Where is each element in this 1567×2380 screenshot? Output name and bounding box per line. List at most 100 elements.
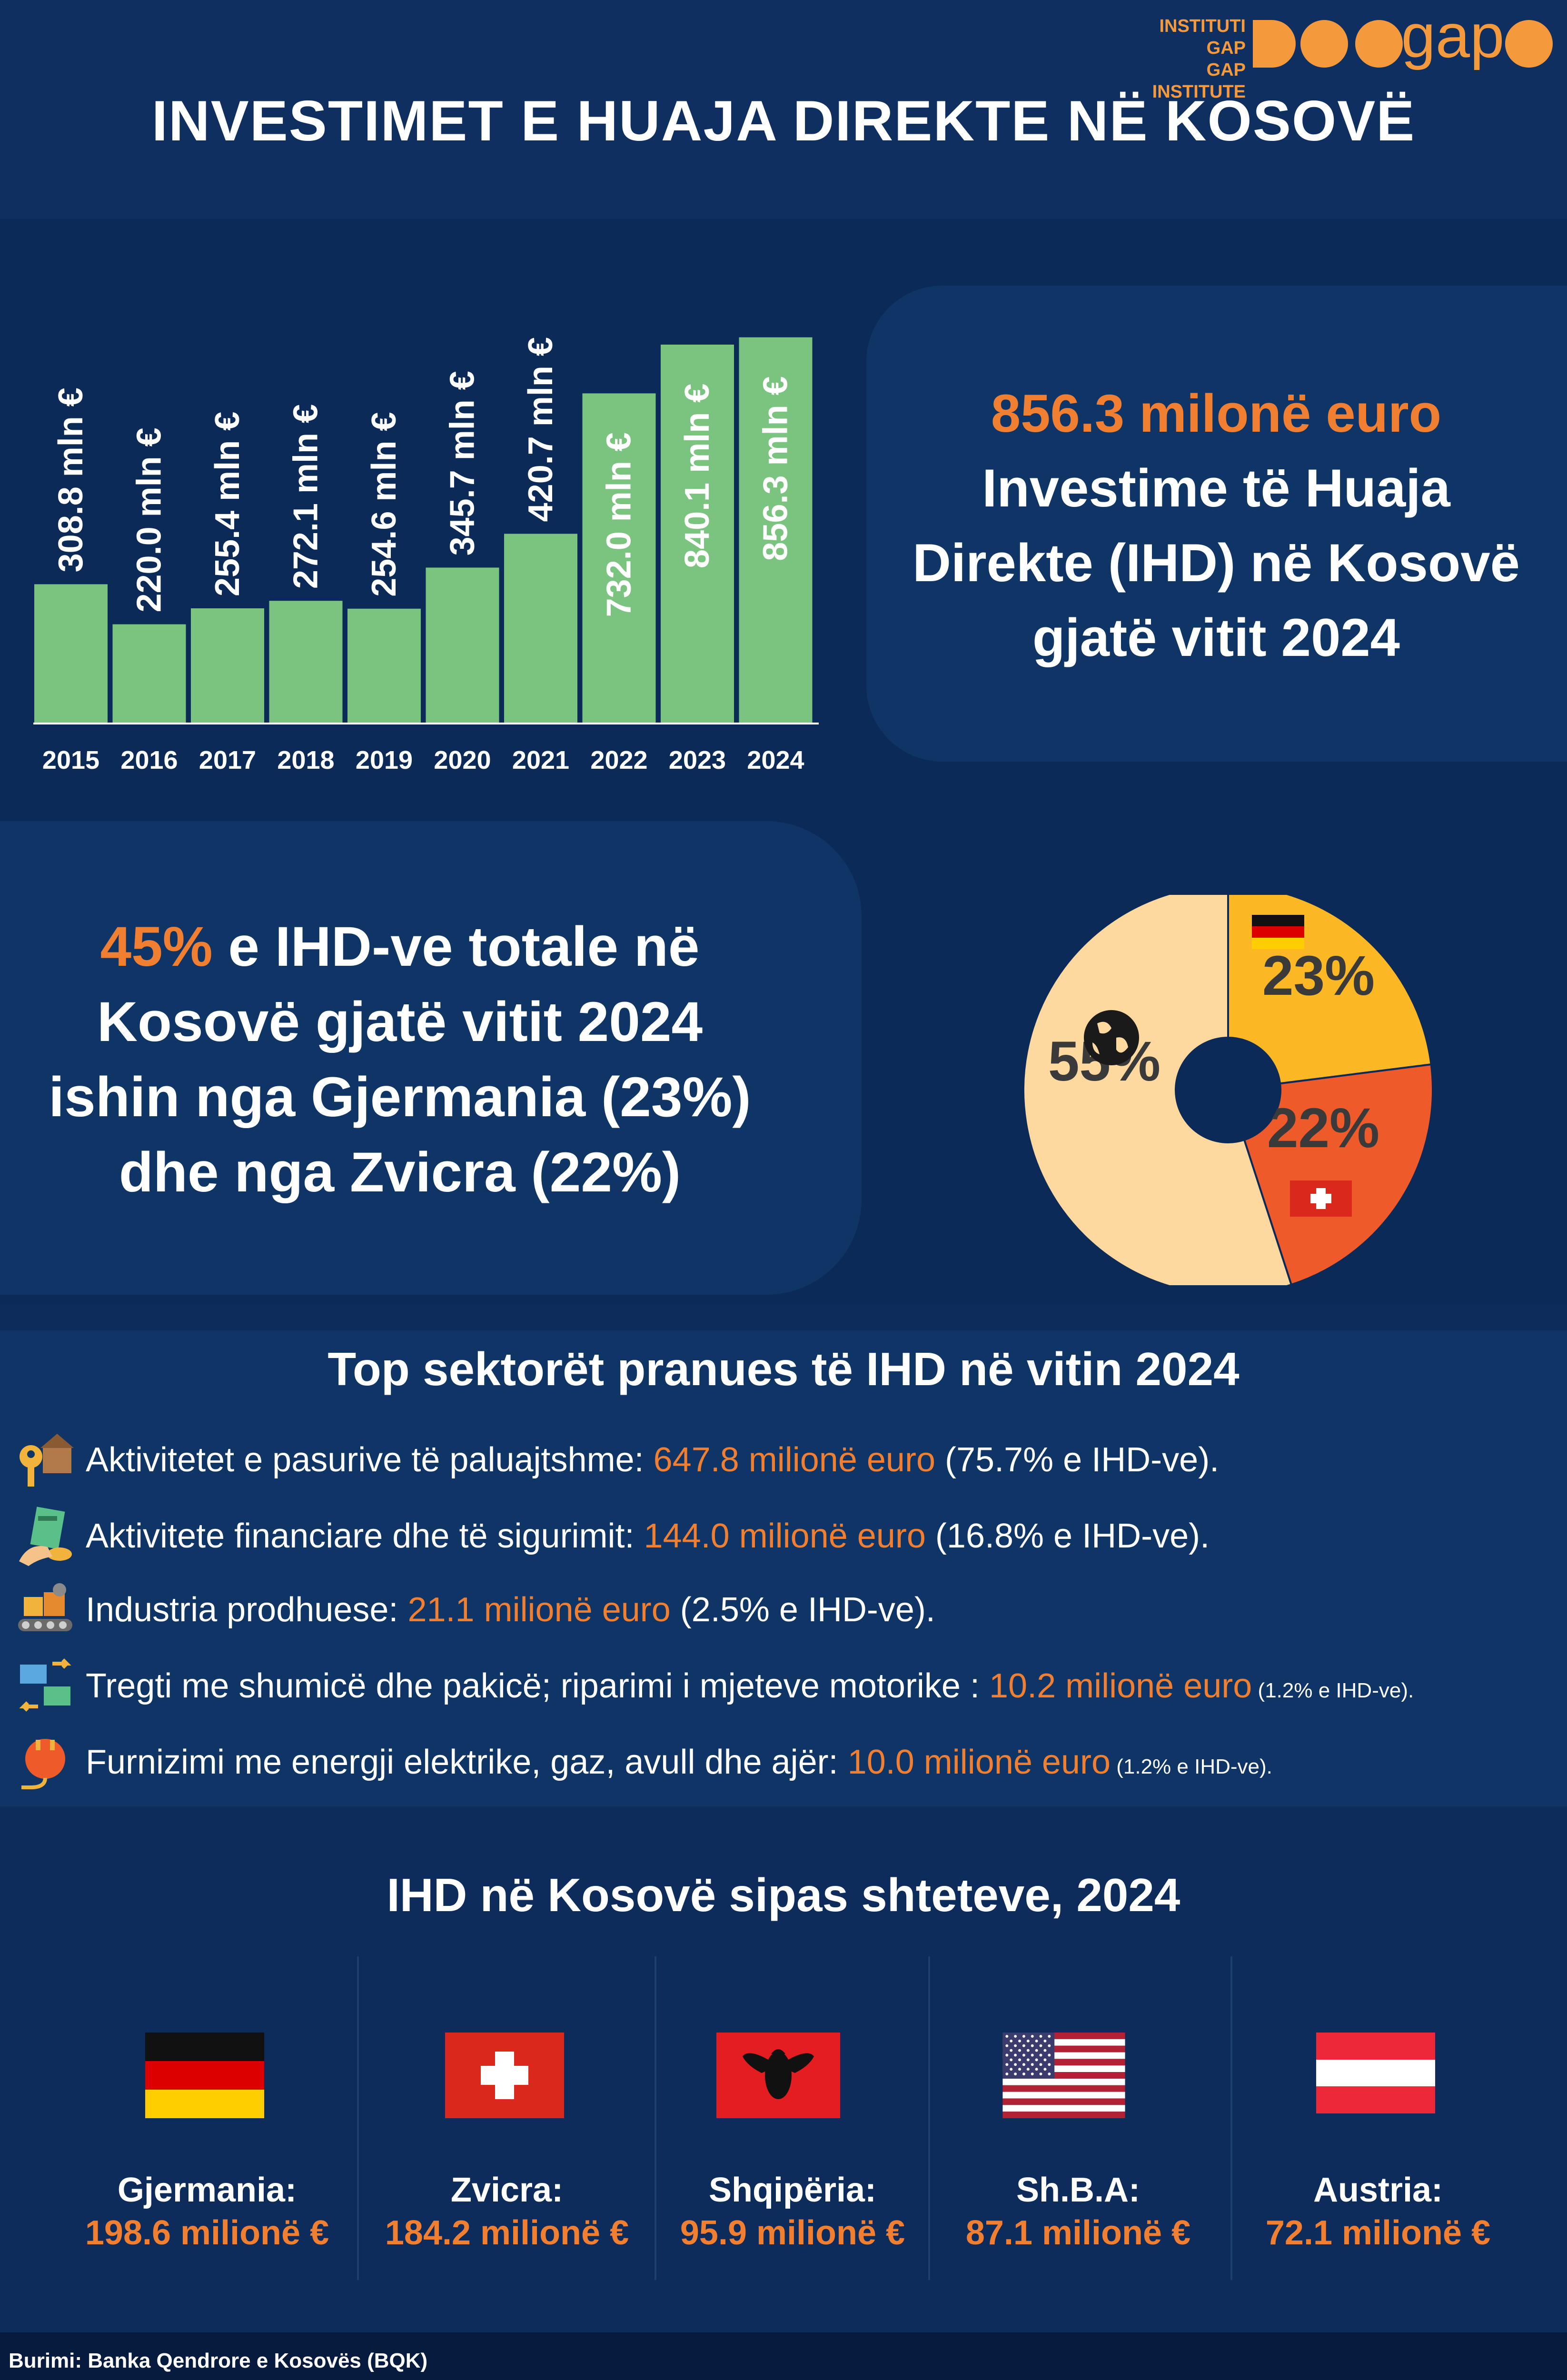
x-tick-label: 2019 bbox=[356, 746, 413, 774]
power-plug-icon bbox=[21, 1739, 65, 1789]
sector-amount: 10.0 milionë euro bbox=[847, 1743, 1111, 1781]
country-value: 72.1 milionë € bbox=[1265, 2214, 1491, 2252]
sector-amount: 144.0 milionë euro bbox=[644, 1517, 926, 1555]
sector-row: Furnizimi me energji elektrike, gaz, avu… bbox=[14, 1726, 1567, 1797]
share-percent: 45% bbox=[100, 915, 213, 978]
country-name: Zvicra: bbox=[450, 2171, 564, 2209]
x-tick-label: 2022 bbox=[590, 746, 647, 774]
sector-label: Aktivitetet e pasurive të paluajtshme: bbox=[86, 1441, 654, 1479]
brand-logo: INSTITUTI GAP GAP INSTITUTE gap bbox=[1148, 10, 1557, 102]
bar bbox=[269, 601, 343, 724]
switzerland-flag bbox=[445, 2033, 564, 2118]
share-line-2: Kosovë gjatë vitit 2024 bbox=[97, 991, 703, 1053]
source-band bbox=[0, 2332, 1567, 2380]
sector-text: Industria prodhuese: 21.1 milionë euro (… bbox=[86, 1590, 935, 1629]
fdi-bar-chart: 308.8 mln € 220.0 mln € 255.4 mln € 272.1 m… bbox=[33, 337, 819, 774]
factory-conveyor-icon bbox=[18, 1583, 72, 1631]
bar bbox=[661, 344, 734, 724]
share-text: 45% e IHD-ve totale në Kosovë gjatë viti… bbox=[33, 909, 766, 1210]
share-line-1: 45% e IHD-ve totale në bbox=[33, 909, 766, 984]
albania-flag bbox=[716, 2033, 840, 2118]
austria-flag bbox=[1316, 2033, 1435, 2113]
sector-text: Furnizimi me energji elektrike, gaz, avu… bbox=[86, 1743, 1272, 1782]
sector-text: Tregti me shumicë dhe pakicë; riparimi i… bbox=[86, 1666, 1414, 1706]
share-line-4: dhe nga Zvicra (22%) bbox=[119, 1141, 681, 1204]
brand-line-1: INSTITUTI GAP bbox=[1159, 16, 1246, 58]
gap-logo-mark: gap bbox=[1253, 10, 1553, 70]
bar-value-label: 840.1 mln € bbox=[678, 384, 716, 568]
source-note: Burimi: Banka Qendrore e Kosovës (BQK) bbox=[9, 2349, 428, 2372]
highlight-line-1: Investime të Huaja bbox=[982, 458, 1450, 518]
column-divider bbox=[1230, 1956, 1232, 2280]
highlight-box bbox=[866, 286, 1567, 762]
money-hand-icon bbox=[19, 1507, 72, 1566]
column-divider bbox=[655, 1956, 656, 2280]
bar bbox=[191, 608, 264, 724]
bar bbox=[347, 608, 421, 724]
sector-share: (75.7% e IHD-ve). bbox=[935, 1441, 1220, 1479]
x-tick-label: 2024 bbox=[747, 746, 804, 774]
switzerland-flag bbox=[1290, 1180, 1352, 1217]
germany-flag bbox=[145, 2033, 264, 2118]
country-value: 184.2 milionë € bbox=[385, 2214, 629, 2252]
sector-text: Aktivitete financiare dhe të sigurimit: … bbox=[86, 1517, 1210, 1556]
sectors-title: Top sektorët pranues të IHD në vitin 202… bbox=[327, 1343, 1240, 1395]
bar bbox=[504, 534, 577, 724]
brand-line-2: GAP INSTITUTE bbox=[1152, 60, 1246, 102]
share-box bbox=[0, 821, 862, 1295]
sector-label: Aktivitete financiare dhe të sigurimit: bbox=[86, 1517, 644, 1555]
bar bbox=[112, 624, 186, 724]
germany-flag bbox=[1252, 915, 1304, 949]
country-item: Shqipëria: 95.9 milionë € bbox=[647, 1956, 938, 2280]
sector-row: Aktivitetet e pasurive të paluajtshme: 6… bbox=[14, 1423, 1567, 1495]
x-tick-label: 2023 bbox=[669, 746, 726, 774]
bar-value-label: 345.7 mln € bbox=[444, 371, 482, 555]
sector-label: Industria prodhuese: bbox=[86, 1591, 408, 1629]
country-value: 198.6 milionë € bbox=[85, 2214, 329, 2252]
country-item: Gjermania: 198.6 milionë € bbox=[62, 1956, 352, 2280]
sector-row: Tregti me shumicë dhe pakicë; riparimi i… bbox=[14, 1649, 1567, 1721]
country-item: Zvicra: 184.2 milionë € bbox=[362, 1956, 652, 2280]
sector-amount: 647.8 milionë euro bbox=[653, 1441, 935, 1479]
bar-value-label: 272.1 mln € bbox=[287, 404, 325, 589]
sector-share: (2.5% e IHD-ve). bbox=[670, 1591, 935, 1629]
share-line-1-rest: e IHD-ve totale në bbox=[212, 915, 700, 978]
sector-share: (1.2% e IHD-ve). bbox=[1252, 1679, 1414, 1702]
bar-value-label: 308.8 mln € bbox=[52, 387, 90, 572]
x-tick-label: 2018 bbox=[277, 746, 334, 774]
x-tick-label: 2020 bbox=[434, 746, 491, 774]
sectors-section bbox=[0, 1330, 1567, 1806]
donut-label: 23% bbox=[1262, 944, 1375, 1007]
highlight-line-3: gjatë vitit 2024 bbox=[1032, 608, 1400, 667]
bar bbox=[34, 584, 108, 724]
logo-wordmark: gap bbox=[1401, 10, 1505, 70]
country-name: Gjermania: bbox=[117, 2171, 297, 2209]
country-name: Austria: bbox=[1313, 2171, 1443, 2209]
keys-house-icon bbox=[20, 1434, 74, 1487]
x-tick-label: 2016 bbox=[120, 746, 178, 774]
x-tick-label: 2021 bbox=[512, 746, 569, 774]
usa-flag bbox=[1002, 2033, 1125, 2118]
bar-value-label: 732.0 mln € bbox=[600, 432, 638, 617]
bar bbox=[426, 567, 499, 724]
sector-share: (16.8% e IHD-ve). bbox=[925, 1517, 1210, 1555]
country-item: Sh.B.A: 87.1 milionë € bbox=[933, 1956, 1223, 2280]
country-item: Austria: 72.1 milionë € bbox=[1233, 1956, 1523, 2280]
sector-amount: 10.2 milionë euro bbox=[989, 1667, 1252, 1705]
highlight-text: 856.3 milonë euro Investime të Huaja Dir… bbox=[871, 376, 1561, 675]
country-name: Shqipëria: bbox=[708, 2171, 877, 2209]
sector-share: (1.2% e IHD-ve). bbox=[1111, 1755, 1272, 1778]
globe-icon bbox=[1084, 1010, 1139, 1065]
bar bbox=[739, 337, 813, 724]
donut-hole bbox=[1176, 1038, 1280, 1142]
sector-label: Furnizimi me energji elektrike, gaz, avu… bbox=[86, 1743, 848, 1781]
column-divider bbox=[357, 1956, 359, 2280]
bar-value-label: 856.3 mln € bbox=[757, 376, 795, 561]
country-value: 95.9 milionë € bbox=[680, 2214, 905, 2252]
share-line-3: ishin nga Gjermania (23%) bbox=[49, 1066, 751, 1129]
brand-text: INSTITUTI GAP GAP INSTITUTE bbox=[1148, 15, 1246, 103]
highlight-amount: 856.3 milonë euro bbox=[991, 384, 1442, 443]
column-divider bbox=[928, 1956, 930, 2280]
x-tick-label: 2015 bbox=[42, 746, 99, 774]
bar bbox=[582, 393, 656, 724]
